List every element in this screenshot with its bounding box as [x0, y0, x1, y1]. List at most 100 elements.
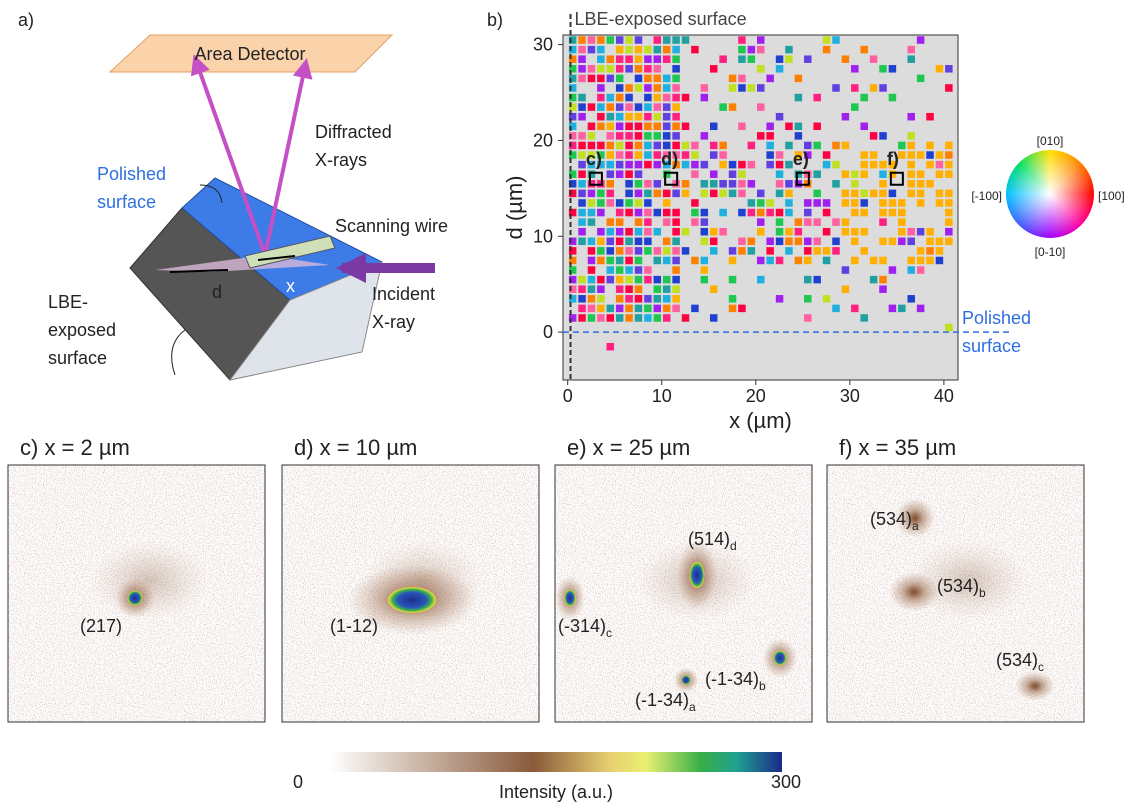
orientation-pixel — [748, 46, 756, 54]
orientation-pixel — [616, 132, 624, 140]
orientation-pixel — [597, 247, 605, 255]
orientation-pixel — [719, 209, 727, 217]
orientation-pixel — [907, 190, 915, 198]
orientation-pixel — [842, 170, 850, 178]
orientation-pixel — [776, 170, 784, 178]
orientation-pixel — [597, 228, 605, 236]
orientation-pixel — [766, 132, 774, 140]
orientation-pixel — [936, 161, 944, 169]
orientation-pixel — [654, 257, 662, 265]
panel-label: a) — [18, 10, 34, 30]
orientation-pixel — [813, 247, 821, 255]
orientation-pixel — [616, 65, 624, 73]
orientation-pixel — [578, 132, 586, 140]
orientation-pixel — [607, 142, 615, 150]
orientation-pixel — [776, 209, 784, 217]
label: X-rays — [315, 150, 367, 170]
spot — [689, 561, 705, 589]
orientation-pixel — [644, 305, 652, 313]
orientation-pixel — [701, 276, 709, 284]
x-axis-label: x (µm) — [729, 408, 792, 433]
orientation-pixel — [654, 65, 662, 73]
orientation-pixel — [766, 257, 774, 265]
color-wheel — [1006, 150, 1094, 238]
orientation-pixel — [917, 199, 925, 207]
colorbar — [330, 752, 782, 772]
pattern-title: c) x = 2 µm — [20, 435, 130, 460]
orientation-pixel — [644, 266, 652, 274]
orientation-pixel — [663, 257, 671, 265]
peak-subscript: c — [1038, 660, 1044, 674]
orientation-pixel — [616, 257, 624, 265]
orientation-pixel — [691, 209, 699, 217]
orientation-pixel — [672, 295, 680, 303]
orientation-pixel — [879, 84, 887, 92]
orientation-pixel — [663, 314, 671, 322]
orientation-pixel — [860, 314, 868, 322]
orientation-pixel — [672, 55, 680, 63]
orientation-pixel — [785, 161, 793, 169]
orientation-pixel — [907, 266, 915, 274]
orientation-pixel — [926, 238, 934, 246]
orientation-pixel — [682, 180, 690, 188]
orientation-pixel — [813, 170, 821, 178]
orientation-pixel — [672, 257, 680, 265]
color-key-label: [-100] — [971, 189, 1002, 203]
orientation-pixel — [607, 180, 615, 188]
orientation-pixel — [851, 209, 859, 217]
orientation-pixel — [870, 161, 878, 169]
orientation-pixel — [607, 65, 615, 73]
orientation-pixel — [654, 94, 662, 102]
orientation-pixel — [926, 161, 934, 169]
orientation-pixel — [654, 113, 662, 121]
orientation-pixel — [635, 218, 643, 226]
orientation-pixel — [616, 142, 624, 150]
orientation-pixel — [832, 142, 840, 150]
orientation-pixel — [710, 247, 718, 255]
orientation-pixel — [870, 132, 878, 140]
orientation-pixel — [597, 94, 605, 102]
orientation-pixel — [851, 170, 859, 178]
orientation-pixel — [625, 228, 633, 236]
orientation-pixel — [785, 46, 793, 54]
label: Diffracted — [315, 122, 392, 142]
orientation-pixel — [616, 305, 624, 313]
orientation-pixel — [625, 151, 633, 159]
orientation-pixel — [625, 94, 633, 102]
orientation-pixel — [578, 94, 586, 102]
label: Incident — [372, 284, 435, 304]
orientation-pixel — [578, 314, 586, 322]
orientation-pixel — [710, 180, 718, 188]
orientation-pixel — [578, 199, 586, 207]
orientation-pixel — [748, 180, 756, 188]
orientation-pixel — [654, 295, 662, 303]
orientation-pixel — [776, 113, 784, 121]
orientation-pixel — [823, 46, 831, 54]
orientation-pixel — [672, 123, 680, 130]
color-key-label: [010] — [1037, 134, 1064, 148]
orientation-pixel — [597, 190, 605, 198]
orientation-pixel — [860, 247, 868, 255]
orientation-pixel — [625, 190, 633, 198]
color-key-label: [100] — [1098, 189, 1125, 203]
orientation-pixel — [625, 84, 633, 92]
orientation-pixel — [757, 132, 765, 140]
orientation-pixel — [654, 180, 662, 188]
orientation-pixel — [907, 142, 915, 150]
orientation-pixel — [738, 84, 746, 92]
orientation-pixel — [907, 180, 915, 188]
peak-label: (217) — [80, 616, 122, 636]
peak-index: (534) — [996, 650, 1038, 670]
orientation-pixel — [597, 123, 605, 130]
orientation-pixel — [635, 84, 643, 92]
orientation-pixel — [860, 46, 868, 54]
orientation-pixel — [597, 276, 605, 284]
orientation-pixel — [682, 36, 690, 44]
panel-label: b) — [487, 10, 503, 30]
orientation-pixel — [804, 247, 812, 255]
orientation-pixel — [870, 276, 878, 284]
orientation-pixel — [719, 151, 727, 159]
orientation-pixel — [578, 209, 586, 217]
orientation-pixel — [851, 305, 859, 313]
orientation-pixel — [616, 199, 624, 207]
